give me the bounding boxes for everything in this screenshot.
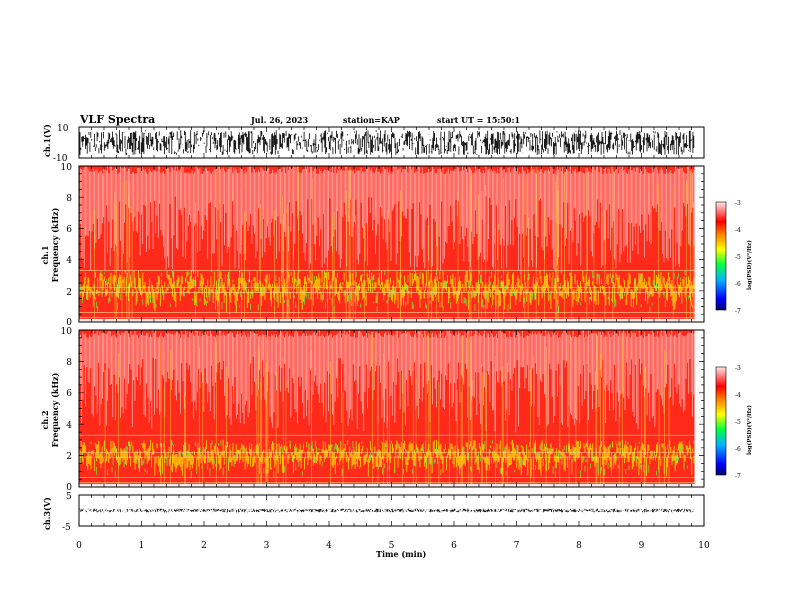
ch1-ytick-2: 2	[66, 288, 72, 298]
ch2-ytick-10: 10	[61, 327, 73, 337]
ch2-cb-tick-4: -4	[735, 392, 741, 399]
ch2-colorbar: -3 -4 -5 -6 -7 log(PSD)(V²/Hz)	[715, 365, 753, 480]
ch2-spec-no-data	[694, 330, 704, 487]
ch1-ytick-bottom: -10	[53, 154, 68, 164]
ch1-cb-tick-7: -7	[735, 308, 741, 315]
ch1-cb-tick-4: -4	[735, 227, 741, 234]
ch2-ytick-0: 0	[66, 483, 72, 493]
ch1-colorbar-gradient	[715, 201, 727, 311]
ch3-ytick-top: 5	[66, 492, 72, 502]
ch3-ytick-bottom: -5	[62, 523, 71, 533]
ch1-colorbar-label: log(PSD)(V²/Hz)	[746, 240, 753, 290]
ch3-waveform-line	[79, 508, 695, 513]
time-tick-2: 2	[201, 541, 207, 551]
ch1-spectrogram-ylabel-bottom: Frequency (kHz)	[50, 207, 60, 282]
ch1-ytick-4: 4	[66, 256, 72, 266]
ch2-spec-sferic-streaks	[104, 330, 670, 485]
ch1-spec-no-data	[694, 166, 704, 322]
ch1-spectrogram-ylabel-top: ch.1	[40, 245, 50, 264]
time-tick-7: 7	[514, 541, 520, 551]
date-label: Jul. 26, 2023	[250, 115, 309, 125]
time-tick-1: 1	[139, 541, 145, 551]
time-tick-8: 8	[576, 541, 582, 551]
station-label: station=KAP	[343, 115, 400, 125]
ch2-ytick-4: 4	[66, 421, 72, 431]
ch2-spectrogram-yticks: 0 2 4 6 8 10	[61, 327, 73, 493]
ch1-waveform-trace	[79, 130, 695, 155]
time-tick-6: 6	[451, 541, 457, 551]
ch2-colorbar-label: log(PSD)(V²/Hz)	[746, 405, 753, 455]
start-time-label: start UT = 15:50:1	[437, 115, 520, 125]
ch1-waveform-ylabel: ch.1(V)	[42, 124, 52, 157]
ch1-cb-tick-3: -3	[735, 200, 741, 207]
ch1-spec-dc-strip	[79, 318, 695, 322]
ch2-ytick-8: 8	[66, 358, 72, 368]
ch2-spectrogram-image	[79, 330, 704, 487]
ch3-waveform-trace	[79, 508, 695, 513]
time-tick-5: 5	[389, 541, 395, 551]
ch1-waveform-line	[79, 130, 695, 155]
ch1-ytick-6: 6	[66, 225, 72, 235]
ch1-cb-tick-5: -5	[735, 254, 741, 261]
ch1-ytick-10: 10	[61, 163, 73, 173]
ch2-cb-tick-6: -6	[735, 446, 741, 453]
ch2-cb-tick-7: -7	[735, 473, 741, 480]
ch1-spectrogram-panel: 0 2 4 6 8 10 ch.1 Frequency (kHz)	[40, 163, 705, 328]
time-axis-label: Time (min)	[376, 549, 426, 559]
ch2-spectrogram-ylabel-top: ch.2	[40, 410, 50, 429]
panel-tick-marks	[78, 127, 705, 526]
ch2-ytick-2: 2	[66, 452, 72, 462]
tick-marks-path	[78, 127, 705, 526]
time-axis-tick-labels: 0 1 2 3 4 5 6 7 8 9 10	[76, 541, 710, 551]
ch1-ytick-top: 10	[57, 124, 69, 134]
ch2-cb-tick-5: -5	[735, 419, 741, 426]
time-tick-3: 3	[264, 541, 270, 551]
ch1-colorbar: -3 -4 -5 -6 -7 log(PSD)(V²/Hz)	[715, 200, 753, 315]
ch2-spectrogram-ylabel-bottom: Frequency (kHz)	[50, 372, 60, 447]
ch1-cb-tick-6: -6	[735, 281, 741, 288]
ch2-spec-dc-strip	[79, 483, 695, 487]
figure-title: VLF Spectra	[79, 113, 155, 126]
ch1-spec-band-green	[79, 270, 694, 313]
time-tick-0: 0	[76, 541, 82, 551]
ch3-waveform-ylabel: ch.3(V)	[42, 497, 52, 530]
time-tick-10: 10	[698, 541, 710, 551]
ch1-spectrogram-image	[79, 166, 704, 322]
time-tick-9: 9	[639, 541, 645, 551]
time-tick-4: 4	[326, 541, 332, 551]
ch2-cb-tick-3: -3	[735, 365, 741, 372]
ch2-spectrogram-panel: 0 2 4 6 8 10 ch.2 Frequency (kHz)	[40, 327, 705, 493]
ch1-spectrogram-yticks: 0 2 4 6 8 10	[61, 163, 73, 328]
ch1-spec-noise-speckle	[79, 166, 695, 276]
ch1-ytick-8: 8	[66, 194, 72, 204]
ch2-spec-noise-speckle	[79, 330, 695, 433]
ch2-colorbar-gradient	[715, 366, 727, 476]
ch1-spec-sferic-streaks	[94, 166, 694, 320]
ch2-ytick-6: 6	[66, 389, 72, 399]
ch1-ytick-0: 0	[66, 318, 72, 328]
